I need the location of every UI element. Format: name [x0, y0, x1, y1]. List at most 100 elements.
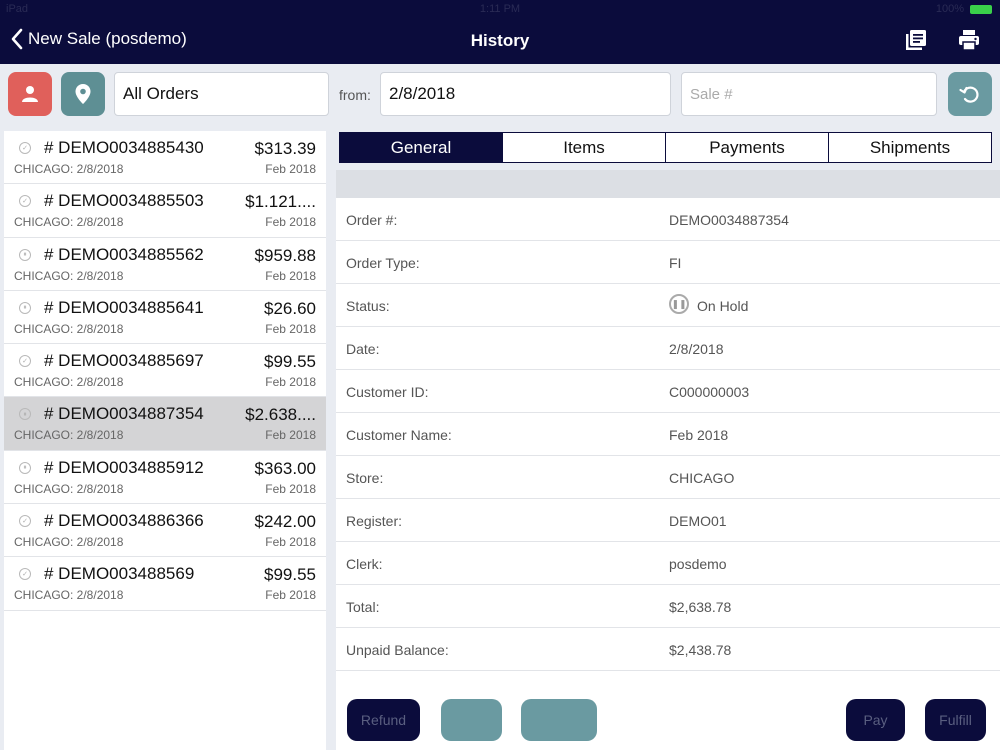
- detail-value: $2,638.78: [669, 599, 732, 615]
- order-list: ✓ # DEMO0034885430 $313.39 CHICAGO: 2/8/201…: [4, 131, 326, 750]
- order-amount: $99.55: [264, 352, 316, 372]
- detail-value: FI: [669, 255, 682, 271]
- pause-circle-icon: ⏸: [19, 408, 31, 421]
- refund-button[interactable]: Refund: [347, 699, 420, 741]
- detail-label: Unpaid Balance:: [346, 642, 449, 658]
- order-row[interactable]: ✓ # DEMO0034886366 $242.00 CHICAGO: 2/8/201…: [4, 504, 326, 558]
- order-row[interactable]: ⏸ # DEMO0034885562 $959.88 CHICAGO: 2/8/201…: [4, 238, 326, 291]
- tab-shipments[interactable]: Shipments: [828, 133, 991, 162]
- nav-bar: New Sale (posdemo) History: [0, 18, 1000, 64]
- sale-number-field[interactable]: [681, 72, 937, 116]
- person-icon: [22, 86, 38, 102]
- order-date: Feb 2018: [265, 268, 316, 283]
- check-circle-icon: ✓: [19, 515, 31, 528]
- order-location: CHICAGO: 2/8/2018: [14, 268, 124, 283]
- order-number: # DEMO0034886366: [44, 511, 204, 531]
- refresh-button[interactable]: [948, 72, 992, 116]
- back-button[interactable]: New Sale (posdemo): [10, 28, 187, 50]
- order-row[interactable]: ⏸ # DEMO0034887354 $2.638.... CHICAGO: 2/8/…: [4, 397, 326, 451]
- detail-row: Customer ID: C000000003: [336, 370, 1000, 413]
- order-row[interactable]: ⏸ # DEMO0034885912 $363.00 CHICAGO: 2/8/201…: [4, 451, 326, 505]
- order-amount: $363.00: [254, 458, 316, 478]
- pay-button[interactable]: Pay: [846, 699, 905, 741]
- order-location: CHICAGO: 2/8/2018: [14, 535, 124, 550]
- detail-value: $2,438.78: [669, 642, 732, 658]
- order-row[interactable]: ⏸ # DEMO0034885641 $26.60 CHICAGO: 2/8/2018…: [4, 291, 326, 345]
- detail-label: Order Type:: [346, 255, 420, 271]
- order-location: CHICAGO: 2/8/2018: [14, 588, 124, 603]
- tab-payments[interactable]: Payments: [665, 133, 828, 162]
- order-row[interactable]: ✓ # DEMO003488569 $99.55 CHICAGO: 2/8/2018 F…: [4, 557, 326, 611]
- detail-label: Date:: [346, 341, 380, 357]
- detail-row: Unpaid Balance: $2,438.78: [336, 628, 1000, 671]
- order-location: CHICAGO: 2/8/2018: [14, 215, 124, 230]
- from-date-value: 2/8/2018: [389, 84, 456, 103]
- detail-label: Store:: [346, 470, 384, 486]
- location-filter-button[interactable]: [61, 72, 105, 116]
- order-row[interactable]: ✓ # DEMO0034885697 $99.55 CHICAGO: 2/8/2018…: [4, 344, 326, 398]
- detail-label: Register:: [346, 513, 403, 529]
- tab-items[interactable]: Items: [502, 133, 665, 162]
- order-amount: $242.00: [254, 512, 316, 532]
- order-scope-value: All Orders: [123, 84, 199, 103]
- detail-label: Customer ID:: [346, 384, 429, 400]
- detail-label: Total:: [346, 599, 380, 615]
- order-number: # DEMO003488569: [44, 564, 195, 584]
- battery-percent: 100%: [935, 3, 964, 15]
- pause-circle-icon: ⏸: [19, 461, 31, 474]
- tab-general[interactable]: General: [340, 133, 502, 162]
- order-number: # DEMO0034887354: [44, 404, 204, 424]
- detail-row: Order Type: FI: [336, 241, 1000, 284]
- order-amount: $313.39: [254, 139, 316, 158]
- order-location: CHICAGO: 2/8/2018: [14, 375, 124, 390]
- check-circle-icon: ✓: [19, 195, 31, 208]
- refresh-icon: [959, 86, 979, 103]
- order-location: CHICAGO: 2/8/2018: [14, 428, 124, 443]
- order-amount: $1.121....: [245, 192, 316, 212]
- sale-number-input[interactable]: [690, 85, 928, 103]
- order-number: # DEMO0034885430: [44, 138, 204, 157]
- detail-value: CHICAGO: [669, 470, 735, 486]
- order-amount: $26.60: [264, 298, 316, 318]
- battery-icon: [970, 4, 992, 14]
- check-circle-icon: ✓: [19, 568, 31, 581]
- detail-row: Status: ❚❚ On Hold: [336, 284, 1000, 327]
- detail-label: Status:: [346, 298, 390, 314]
- order-number: # DEMO0034885641: [44, 297, 204, 317]
- order-scope-select[interactable]: All Orders: [114, 72, 329, 116]
- order-date: Feb 2018: [265, 428, 316, 443]
- order-location: CHICAGO: 2/8/2018: [14, 481, 124, 496]
- detail-row: Order #: DEMO0034887354: [336, 198, 1000, 241]
- action-button-3[interactable]: [521, 699, 597, 741]
- action-button-2[interactable]: [441, 699, 502, 741]
- detail-row: Store: CHICAGO: [336, 456, 1000, 499]
- detail-row: Register: DEMO01: [336, 499, 1000, 542]
- order-row[interactable]: ✓ # DEMO0034885430 $313.39 CHICAGO: 2/8/201…: [4, 131, 326, 185]
- chevron-left-icon: [11, 28, 23, 50]
- detail-row: Total: $2,638.78: [336, 585, 1000, 628]
- fulfill-button[interactable]: Fulfill: [925, 699, 986, 741]
- order-amount: $99.55: [264, 565, 316, 585]
- order-row[interactable]: ✓ # DEMO0034885503 $1.121.... CHICAGO: 2/8/…: [4, 184, 326, 238]
- detail-label: Customer Name:: [346, 427, 452, 443]
- order-number: # DEMO0034885503: [44, 191, 204, 211]
- detail-row: Clerk: posdemo: [336, 542, 1000, 585]
- order-number: # DEMO0034885697: [44, 351, 204, 371]
- order-date: Feb 2018: [265, 588, 316, 603]
- detail-row: Customer Name: Feb 2018: [336, 413, 1000, 456]
- detail-value: posdemo: [669, 556, 727, 572]
- pause-circle-icon: ❚❚: [669, 294, 689, 314]
- order-date: Feb 2018: [265, 535, 316, 550]
- order-amount: $2.638....: [245, 405, 316, 425]
- detail-label: Order #:: [346, 212, 398, 228]
- order-number: # DEMO0034885562: [44, 244, 204, 264]
- detail-value: DEMO01: [669, 513, 727, 529]
- detail-header-band: [336, 170, 1000, 198]
- receipt-book-icon[interactable]: [904, 28, 928, 52]
- from-date-field[interactable]: 2/8/2018: [380, 72, 671, 116]
- order-details: Order #: DEMO0034887354 Order Type: FI Statu…: [336, 198, 1000, 750]
- detail-value: C000000003: [669, 384, 750, 400]
- customer-filter-button[interactable]: [8, 72, 52, 116]
- order-date: Feb 2018: [265, 162, 316, 176]
- printer-icon[interactable]: [957, 28, 981, 52]
